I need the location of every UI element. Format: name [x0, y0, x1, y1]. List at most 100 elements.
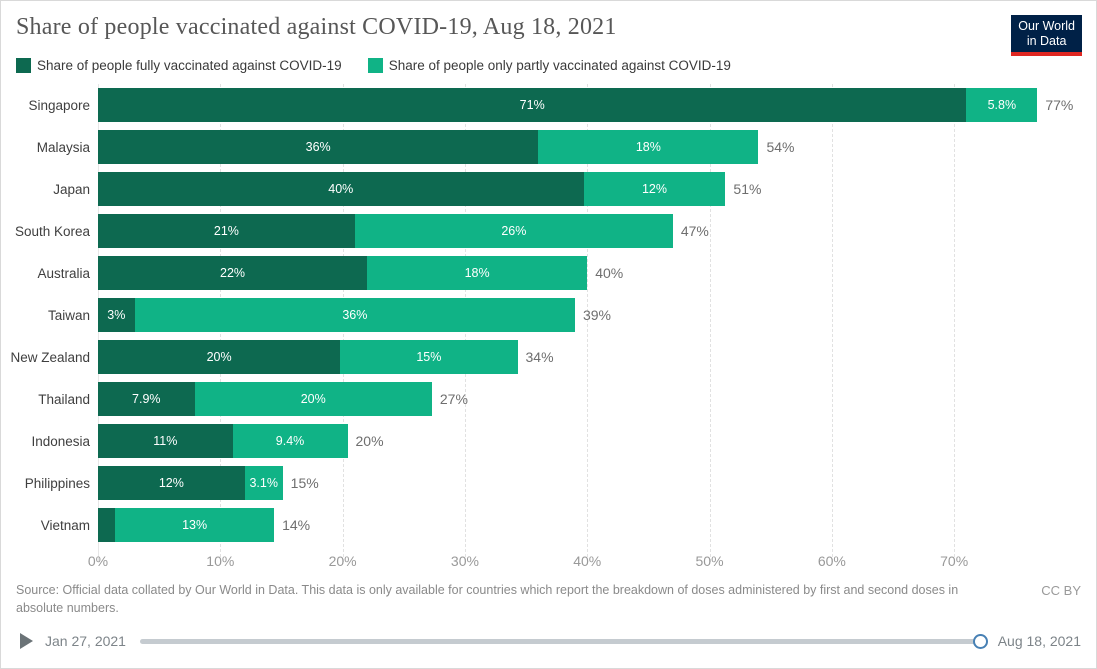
table-row: Japan 40% 12% 51% — [1, 168, 1096, 210]
bar-total-label: 14% — [282, 517, 311, 533]
bar-segment-full[interactable]: 36% — [98, 130, 539, 164]
table-row: Taiwan 3% 36% 39% — [1, 294, 1096, 336]
timeline: Jan 27, 2021 Aug 18, 2021 — [1, 617, 1096, 656]
bar-segment-partial[interactable]: 5.8% — [966, 88, 1038, 122]
owid-logo-line1: Our World — [1018, 19, 1075, 33]
country-label[interactable]: Indonesia — [31, 433, 90, 449]
bar-total-label: 77% — [1045, 97, 1074, 113]
bar-segment-full[interactable]: 22% — [98, 256, 368, 290]
bar-cell: 20% 15% 34% — [98, 340, 1096, 374]
gridline — [954, 84, 956, 562]
bar-segment-full[interactable]: 71% — [98, 88, 967, 122]
country-label[interactable]: New Zealand — [10, 349, 90, 365]
timeline-track[interactable] — [139, 633, 988, 650]
bar-segment-full[interactable]: 12% — [98, 466, 245, 500]
bar-cell: 40% 12% 51% — [98, 172, 1096, 206]
bar-segment-full[interactable]: 3% — [98, 298, 135, 332]
country-label[interactable]: South Korea — [14, 223, 90, 239]
table-row: Malaysia 36% 18% 54% — [1, 126, 1096, 168]
timeline-track-bar[interactable] — [139, 639, 982, 645]
bar-segment-full[interactable]: 11% — [98, 424, 233, 458]
gridline — [831, 84, 833, 562]
country-label[interactable]: Malaysia — [36, 139, 90, 155]
play-button[interactable] — [20, 633, 33, 650]
bar-segment-partial[interactable]: 18% — [367, 256, 588, 290]
timeline-start-date[interactable]: Jan 27, 2021 — [45, 633, 126, 650]
country-label[interactable]: Taiwan — [47, 307, 90, 323]
bar-total-label: 27% — [439, 391, 468, 407]
table-row: New Zealand 20% 15% 34% — [1, 336, 1096, 378]
country-label[interactable]: Vietnam — [40, 517, 90, 533]
timeline-end-date[interactable]: Aug 18, 2021 — [997, 633, 1081, 650]
bar-segment-full[interactable]: 7.9% — [98, 382, 195, 416]
x-tick-label: 30% — [450, 553, 479, 569]
country-label[interactable]: Philippines — [24, 475, 90, 491]
table-row: Philippines 12% 3.1% 15% — [1, 462, 1096, 504]
bar-segment-partial[interactable]: 18% — [538, 130, 759, 164]
x-axis: 0% 10% 20% 30% 40% 50% 60% 70% — [1, 546, 1096, 572]
source-note: Source: Official data collated by Our Wo… — [16, 583, 959, 616]
table-row: Indonesia 11% 9.4% 20% — [1, 420, 1096, 462]
bar-total-label: 54% — [766, 139, 795, 155]
table-row: Singapore 71% 5.8% 77% — [1, 84, 1096, 126]
footer: Source: Official data collated by Our Wo… — [1, 572, 1096, 617]
bar-segment-partial[interactable]: 15% — [340, 340, 518, 374]
chart-area: Singapore 71% 5.8% 77% Malaysia 36% 18% 54% Japa… — [1, 84, 1096, 572]
gridline — [709, 84, 711, 562]
license-link[interactable]: CC BY — [1041, 583, 1081, 598]
gridline — [587, 84, 589, 562]
bar-segment-full[interactable] — [98, 508, 116, 542]
table-row: Australia 22% 18% 40% — [1, 252, 1096, 294]
bar-cell: 11% 9.4% 20% — [98, 424, 1096, 458]
x-tick-label: 20% — [328, 553, 357, 569]
legend-item-partly-vaccinated: Share of people only partly vaccinated a… — [367, 58, 731, 73]
legend-label: Share of people only partly vaccinated a… — [388, 58, 731, 73]
legend: Share of people fully vaccinated against… — [16, 58, 1081, 73]
bar-total-label: 34% — [525, 349, 554, 365]
x-tick-label: 10% — [206, 553, 235, 569]
bar-segment-full[interactable]: 21% — [98, 214, 355, 248]
table-row: South Korea 21% 26% 47% — [1, 210, 1096, 252]
bar-cell: 22% 18% 40% — [98, 256, 1096, 290]
owid-logo[interactable]: Our World in Data — [1011, 15, 1082, 56]
legend-label: Share of people fully vaccinated against… — [37, 58, 342, 73]
bar-segment-partial[interactable]: 9.4% — [232, 424, 348, 458]
timeline-handle[interactable] — [972, 634, 988, 650]
bars: Singapore 71% 5.8% 77% Malaysia 36% 18% 54% Japa… — [1, 84, 1096, 546]
header: Share of people vaccinated against COVID… — [1, 1, 1096, 56]
page-title: Share of people vaccinated against COVID… — [16, 14, 617, 40]
bar-segment-partial[interactable]: 12% — [583, 172, 726, 206]
legend-item-fully-vaccinated: Share of people fully vaccinated against… — [16, 58, 342, 73]
legend-swatch-full-icon — [16, 58, 31, 73]
bar-cell: 3% 36% 39% — [98, 298, 1096, 332]
bar-cell: 71% 5.8% 77% — [98, 88, 1096, 122]
bar-cell: 36% 18% 54% — [98, 130, 1096, 164]
country-label[interactable]: Japan — [53, 181, 90, 197]
bar-total-label: 20% — [355, 433, 384, 449]
bar-segment-partial[interactable]: 20% — [194, 382, 432, 416]
bar-cell: 13% 14% — [98, 508, 1096, 542]
x-tick-label: 0% — [87, 553, 109, 569]
x-tick-label: 50% — [695, 553, 724, 569]
bar-segment-partial[interactable]: 13% — [115, 508, 275, 542]
table-row: Vietnam 13% 14% — [1, 504, 1096, 546]
country-label[interactable]: Singapore — [28, 97, 90, 113]
bar-cell: 21% 26% 47% — [98, 214, 1096, 248]
bar-total-label: 51% — [733, 181, 762, 197]
bar-total-label: 40% — [595, 265, 624, 281]
bar-total-label: 15% — [290, 475, 319, 491]
bar-segment-partial[interactable]: 26% — [354, 214, 673, 248]
bar-segment-partial[interactable]: 36% — [134, 298, 575, 332]
bar-segment-full[interactable]: 20% — [98, 340, 341, 374]
x-tick-label: 40% — [573, 553, 602, 569]
owid-logo-line2: in Data — [1026, 34, 1067, 48]
bar-segment-full[interactable]: 40% — [98, 172, 584, 206]
bar-segment-partial[interactable]: 3.1% — [244, 466, 283, 500]
x-tick-label: 60% — [817, 553, 846, 569]
table-row: Thailand 7.9% 20% 27% — [1, 378, 1096, 420]
legend-swatch-partial-icon — [367, 58, 383, 73]
country-label[interactable]: Australia — [37, 265, 90, 281]
bar-cell: 7.9% 20% 27% — [98, 382, 1096, 416]
country-label[interactable]: Thailand — [38, 391, 90, 407]
